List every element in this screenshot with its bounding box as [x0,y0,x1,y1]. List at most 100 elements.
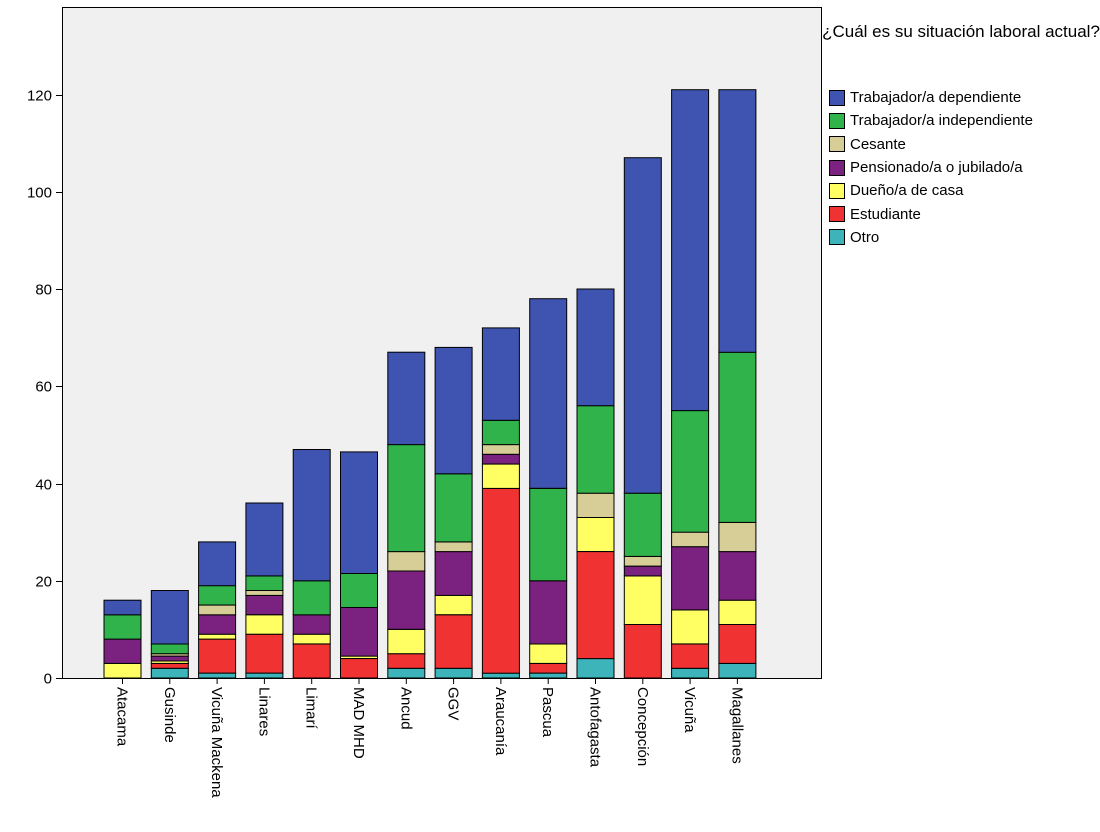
bar-segment [623,157,662,494]
bar-segment [671,667,710,679]
x-tick-label: GGV [445,687,462,720]
legend-item: Otro [829,226,1033,249]
x-tick-label: Vicuña [681,687,698,733]
x-tick-label: MAD MHD [350,687,367,759]
legend-label: Estudiante [850,205,921,223]
bar-segment [623,575,662,626]
bar-segment [103,599,142,616]
legend-swatch [829,159,845,176]
bar-segment [103,638,142,664]
bar-segment [481,444,520,455]
legend-item: Cesante [829,133,1033,156]
bar-segment [245,594,284,616]
bar-segment [387,444,426,553]
y-axis: 0 20 40 60 80 100 120 [27,88,62,688]
bar-segment [718,351,757,523]
legend-item: Trabajador/a independiente [829,109,1033,132]
bar-segment [718,89,757,353]
bar-segment [150,643,189,655]
x-tick-label: Gusinde [161,687,178,743]
bar-segment [387,570,426,630]
bar-segment [481,453,520,465]
bar-segment [198,633,237,640]
legend-label: Trabajador/a dependiente [850,89,1022,107]
x-axis-labels: Atacama Gusinde Vicuña Mackena Linares Limar… [114,678,745,798]
x-tick-label: Limarí [303,687,320,730]
bar-segment [245,502,284,577]
bar-segment [529,487,568,582]
bar-segment [434,541,473,553]
chart: 0 20 40 60 80 100 120 Atacama Gusinde Vicuña Mac… [27,7,822,798]
legend-swatch [829,136,845,153]
bar-segment [198,672,237,679]
x-tick-label: Araucanía [492,687,509,756]
bar-segment [718,624,757,664]
bar-segment [529,643,568,664]
bar-segment [529,580,568,645]
legend-swatch [829,112,845,129]
bar-segment [292,633,331,645]
bar-segment [576,405,615,494]
bar-segment [671,546,710,611]
bar-segment [387,653,426,669]
y-tick-label: 0 [44,671,52,688]
x-tick-label: Ancud [397,687,414,730]
bar-segment [198,604,237,616]
x-tick-label: Linares [255,687,272,736]
bar-segment [103,614,142,640]
bar-segment [576,492,615,519]
legend-label: Otro [850,228,880,246]
y-tick-label: 20 [35,574,52,591]
bar-segment [529,662,568,674]
bar-segment [150,590,189,645]
legend-swatch [829,229,845,246]
bar-segment [434,551,473,596]
bar-segment [718,521,757,553]
bar-segment [576,517,615,552]
bar-segment [245,633,284,674]
bar-segment [671,609,710,645]
legend-label: Pensionado/a o jubilado/a [850,159,1023,177]
bar-segment [434,594,473,616]
bar-segment [623,555,662,567]
legend-title: ¿Cuál es su situación laboral actual? [822,22,1100,41]
x-tick-label: Atacama [114,687,131,747]
bar-segment [434,614,473,669]
bar-segment [150,655,189,662]
bar-segment [150,667,189,679]
legend-item: Pensionado/a o jubilado/a [829,156,1033,179]
bar-segment [718,599,757,626]
bar-segment [245,614,284,635]
bar-segment [718,662,757,679]
bar-segment [150,662,189,669]
bar-segment [387,551,426,572]
bar-segment [198,614,237,635]
bar-segment [671,643,710,669]
bar-segment [340,573,378,608]
legend-label: Dueño/a de casa [850,182,964,200]
bar-segment [481,672,520,679]
x-tick-label: Pascua [539,687,556,738]
bar-segment [481,487,520,674]
bar-segment [623,492,662,557]
bar-segment [434,667,473,679]
bar-segment [245,672,284,679]
y-tick-label: 100 [27,185,52,202]
y-tick-label: 60 [35,379,52,396]
bar-segment [245,575,284,592]
bar-segment [292,580,331,616]
y-tick-label: 80 [35,282,52,299]
bar-segment [529,672,568,679]
legend-items: Trabajador/a dependiente Trabajador/a ind… [829,86,1033,249]
bar-segment [576,658,615,679]
legend-swatch [829,182,845,199]
bar-segment [671,531,710,548]
y-tick-label: 40 [35,477,52,494]
bar-segment [481,419,520,446]
bar-segment [340,451,378,574]
legend-item: Dueño/a de casa [829,179,1033,202]
x-tick-label: Antofagasta [587,687,604,768]
legend-label: Trabajador/a independiente [850,112,1033,130]
bar-segment [718,551,757,601]
bar-segment [481,327,520,421]
